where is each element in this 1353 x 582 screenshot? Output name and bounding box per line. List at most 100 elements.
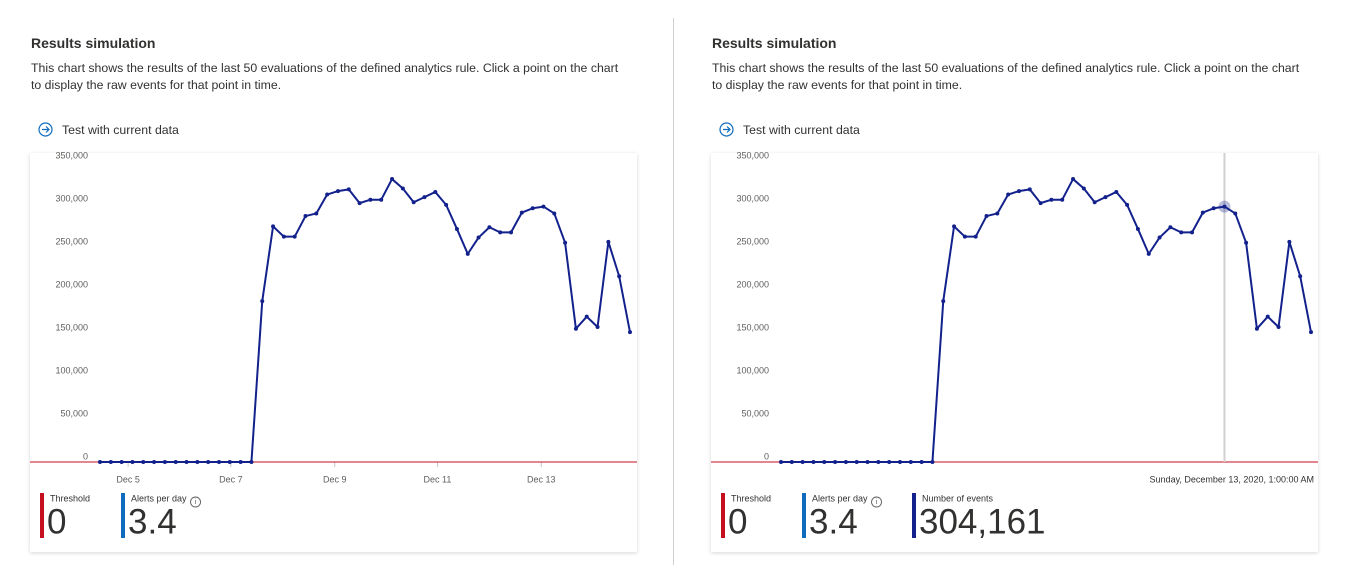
data-point — [530, 206, 535, 211]
data-point — [919, 460, 924, 464]
data-point — [357, 201, 362, 206]
hover-label: Sunday, December 13, 2020, 1:00:00 AM — [1150, 474, 1314, 484]
data-point — [606, 239, 611, 244]
chart-card — [30, 153, 637, 552]
data-point — [854, 460, 859, 464]
metric-label: Alerts per day — [131, 493, 187, 503]
data-point — [1287, 239, 1292, 244]
y-tick-label: 0 — [764, 451, 769, 461]
data-point — [930, 460, 935, 464]
data-point — [509, 230, 514, 235]
data-point — [1254, 326, 1259, 331]
data-point — [411, 200, 416, 205]
y-tick-label: 200,000 — [55, 279, 88, 289]
data-point — [1146, 251, 1151, 256]
data-point — [1125, 202, 1130, 207]
metric-value: 3.4 — [809, 502, 858, 541]
y-tick-label: 200,000 — [736, 279, 769, 289]
metric-value: 0 — [47, 502, 66, 541]
data-point — [400, 186, 405, 191]
data-point — [800, 460, 805, 464]
y-tick-label: 250,000 — [736, 236, 769, 246]
metric-value: 3.4 — [128, 502, 177, 541]
data-point — [195, 460, 200, 464]
metric-label: Threshold — [50, 493, 90, 503]
data-point — [1244, 240, 1249, 245]
panel-description: This chart shows the results of the last… — [31, 61, 619, 92]
data-point — [962, 234, 967, 239]
data-point — [779, 460, 783, 464]
data-point — [422, 195, 427, 200]
data-point — [379, 197, 384, 202]
series-line — [781, 178, 1312, 463]
data-point — [346, 187, 351, 192]
data-point — [152, 460, 157, 464]
panel-title: Results simulation — [712, 35, 837, 51]
data-point — [130, 460, 135, 464]
test-button[interactable]: Test with current data — [38, 122, 179, 137]
data-point — [98, 460, 102, 464]
data-point — [108, 460, 113, 464]
data-point — [303, 214, 308, 219]
data-point — [519, 210, 524, 215]
x-tick-label: Dec 13 — [527, 474, 556, 484]
metric-bar — [802, 493, 806, 538]
data-point — [487, 225, 492, 230]
panel-title: Results simulation — [31, 35, 156, 51]
test-button[interactable]: Test with current data — [719, 122, 860, 137]
metric-bar — [121, 493, 125, 538]
panel-description: This chart shows the results of the last… — [712, 61, 1300, 92]
y-tick-label: 50,000 — [741, 408, 769, 418]
data-point — [1092, 200, 1097, 205]
data-point — [595, 324, 600, 329]
data-point — [908, 460, 913, 464]
data-point — [498, 230, 503, 235]
y-tick-label: 300,000 — [736, 193, 769, 203]
data-point — [1222, 204, 1227, 209]
y-tick-label: 350,000 — [736, 150, 769, 160]
data-point — [995, 211, 1000, 216]
data-point — [1190, 230, 1195, 235]
data-point — [335, 189, 340, 194]
data-point — [789, 460, 794, 464]
data-point — [1200, 210, 1205, 215]
data-point — [1038, 201, 1043, 206]
data-point — [865, 460, 870, 464]
data-point — [617, 274, 622, 279]
data-point — [368, 197, 373, 202]
data-point — [476, 235, 481, 240]
x-tick-label: Dec 7 — [219, 474, 243, 484]
data-point — [271, 224, 276, 229]
data-point — [184, 460, 189, 464]
data-point — [325, 192, 330, 197]
x-tick-label: Dec 5 — [116, 474, 140, 484]
data-point — [1103, 195, 1108, 200]
arrow-icon — [719, 122, 734, 137]
data-point — [541, 204, 546, 209]
arrow-icon — [38, 122, 53, 137]
data-point — [390, 177, 395, 182]
data-point — [1276, 324, 1281, 329]
info-icon — [871, 496, 882, 508]
data-point — [573, 326, 578, 331]
data-point — [876, 460, 881, 464]
data-point — [433, 189, 438, 194]
data-point — [1114, 189, 1119, 194]
data-point — [1211, 206, 1216, 211]
data-point — [1006, 192, 1011, 197]
y-tick-label: 100,000 — [736, 365, 769, 375]
x-tick-label: Dec 11 — [424, 474, 452, 484]
data-point — [563, 240, 568, 245]
metric-value: 304,161 — [919, 502, 1046, 541]
y-tick-label: 150,000 — [736, 322, 769, 332]
y-tick-label: 350,000 — [55, 150, 88, 160]
y-tick-label: 50,000 — [60, 408, 88, 418]
info-icon-glyph: i — [876, 499, 878, 506]
data-point — [141, 460, 146, 464]
data-point — [973, 234, 978, 239]
data-point — [584, 314, 589, 319]
data-point — [281, 234, 286, 239]
data-point — [1309, 330, 1313, 335]
data-point — [1071, 177, 1076, 182]
y-tick-label: 250,000 — [55, 236, 88, 246]
